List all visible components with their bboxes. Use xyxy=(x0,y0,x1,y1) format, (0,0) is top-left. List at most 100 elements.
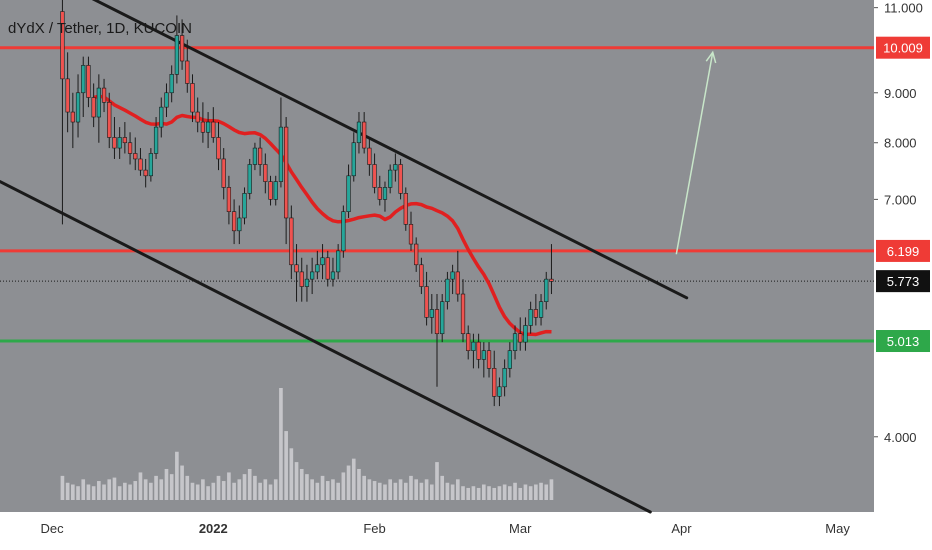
candle xyxy=(544,271,549,310)
candle xyxy=(221,148,226,200)
volume-bar xyxy=(242,474,247,500)
volume-bar xyxy=(216,475,221,500)
candle xyxy=(75,74,81,138)
candle-body xyxy=(476,341,481,360)
volume-bar xyxy=(398,479,403,500)
candle xyxy=(372,153,377,194)
candle-body xyxy=(398,164,403,194)
candle xyxy=(179,19,185,70)
projection-line xyxy=(675,52,714,255)
candle xyxy=(492,350,497,407)
candlesticks xyxy=(60,0,554,407)
candle-body xyxy=(257,147,263,165)
volume-bar xyxy=(487,486,491,500)
candle xyxy=(112,117,117,159)
candle xyxy=(185,39,190,93)
volume-bar xyxy=(247,468,252,500)
candle-body xyxy=(221,158,226,188)
candle-body xyxy=(403,193,408,225)
candle-body xyxy=(304,278,310,287)
candle xyxy=(315,250,320,280)
volume-bar xyxy=(492,487,497,500)
candle xyxy=(231,199,237,245)
candle-body xyxy=(91,97,96,118)
candle xyxy=(242,187,247,225)
resistance-lower-price-label: 6.199 xyxy=(876,239,930,262)
candle-body xyxy=(424,286,429,318)
candle-body xyxy=(440,301,445,335)
volume-bar xyxy=(362,475,366,500)
candle-body xyxy=(419,264,424,287)
volume-bar xyxy=(185,475,190,500)
support-price-label-text: 5.013 xyxy=(887,334,920,349)
volume-bar xyxy=(331,479,335,500)
volume-bar xyxy=(455,479,460,500)
volume-bar xyxy=(549,479,554,500)
volume-bar xyxy=(195,484,200,500)
candle xyxy=(523,317,528,351)
volume-bar xyxy=(445,482,450,500)
volume-bar xyxy=(273,479,278,500)
candle xyxy=(440,294,445,343)
candle xyxy=(117,127,122,159)
candle xyxy=(273,175,278,206)
volume-bar xyxy=(409,475,413,500)
candle-body xyxy=(518,333,523,343)
volume-bar xyxy=(211,482,216,500)
candle xyxy=(86,56,91,108)
candle xyxy=(330,257,336,287)
y-tick-label: 7.000 xyxy=(884,192,917,207)
candle-body xyxy=(231,211,237,232)
volume-bar xyxy=(528,486,533,500)
time-axis-panel xyxy=(0,512,874,550)
volume-bar xyxy=(440,475,445,500)
candle-body xyxy=(481,350,486,360)
y-tick-label: 11.000 xyxy=(884,1,923,16)
volume-bar xyxy=(180,465,184,500)
volume-bar xyxy=(383,484,387,500)
candle xyxy=(507,342,512,378)
candle xyxy=(377,175,382,206)
candle xyxy=(70,92,75,149)
volume-bar xyxy=(377,482,382,500)
candle xyxy=(96,74,101,143)
candle-body xyxy=(138,158,143,171)
candle-body xyxy=(351,142,356,177)
candle xyxy=(65,52,70,133)
candle xyxy=(336,244,341,280)
volume-bar xyxy=(502,484,507,500)
candle-body xyxy=(377,187,382,200)
candle xyxy=(310,257,315,295)
candle-body xyxy=(133,153,138,160)
candle xyxy=(445,271,450,310)
candle-body xyxy=(414,243,419,266)
support-price-label: 5.013 xyxy=(876,330,930,353)
candle-body xyxy=(96,87,101,118)
lower-trendline xyxy=(0,180,652,514)
volume-bar xyxy=(388,479,392,500)
volume-bar xyxy=(534,484,538,500)
x-tick-label: Feb xyxy=(363,521,385,536)
candle-body xyxy=(325,257,330,280)
candle-body xyxy=(148,153,153,177)
candle xyxy=(268,175,273,206)
volume-bar xyxy=(461,486,465,500)
candle-body xyxy=(544,278,549,302)
candle-body xyxy=(190,83,195,113)
candle-body xyxy=(445,278,450,302)
candle-body xyxy=(164,92,169,108)
volume-bar xyxy=(123,482,127,500)
volume-bar xyxy=(86,484,91,500)
volume-bar xyxy=(471,486,476,500)
candle xyxy=(424,271,429,326)
candle xyxy=(60,0,65,225)
candle xyxy=(460,279,466,343)
volume-bar xyxy=(294,462,299,500)
volume-bar xyxy=(482,484,486,500)
volume-bar xyxy=(102,484,106,500)
candle xyxy=(403,187,408,231)
volume-bar xyxy=(221,481,226,500)
volume-bar xyxy=(149,482,153,500)
